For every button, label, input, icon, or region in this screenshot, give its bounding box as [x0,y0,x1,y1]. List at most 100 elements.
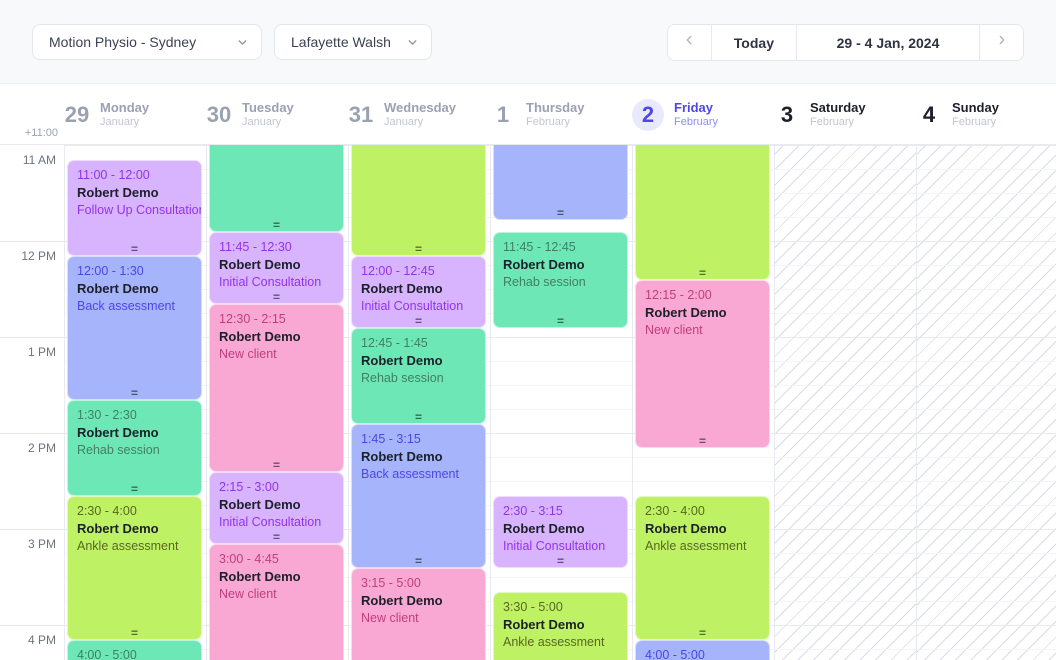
event-time: 3:30 - 5:00 [503,600,563,614]
event-resize-handle[interactable]: = [556,554,564,568]
event-resize-handle[interactable]: = [272,290,280,304]
event-description: New client [645,323,703,338]
practitioner-select-value: Lafayette Walsh [291,34,391,50]
quarter-hour-gridline [64,577,1056,578]
event-resize-handle[interactable]: = [698,626,706,640]
day-header-thursday[interactable]: 1 Thursday February [490,84,632,145]
event-resize-handle[interactable]: = [272,458,280,472]
event-resize-handle[interactable]: = [414,314,422,328]
calendar-event[interactable]: = [493,145,628,220]
event-time: 12:00 - 12:45 [361,264,435,278]
event-description: Rehab session [77,443,160,458]
event-client-name: Robert Demo [219,256,301,272]
calendar-event[interactable]: 1:45 - 3:15 Robert Demo Back assessment = [351,424,486,568]
calendar-event[interactable]: 12:00 - 1:30 Robert Demo Back assessment = [67,256,202,400]
hour-label: 3 PM [27,537,56,551]
event-client-name: Robert Demo [361,448,443,464]
event-resize-handle[interactable]: = [272,530,280,544]
day-column-saturday[interactable] [774,145,916,660]
event-client-name: Robert Demo [77,184,159,200]
day-header-friday[interactable]: 2 Friday February [632,84,774,145]
event-resize-handle[interactable]: = [130,626,138,640]
event-time: 2:30 - 4:00 [645,504,705,518]
calendar-event[interactable]: 12:15 - 2:00 Robert Demo New client = [635,280,770,448]
event-client-name: Robert Demo [219,568,301,584]
day-column-sunday[interactable] [916,145,1056,660]
clinic-select[interactable]: Motion Physio - Sydney [32,24,262,60]
day-name: Thursday [526,99,585,115]
event-client-name: Robert Demo [361,280,443,296]
day-columns: 11:00 - 12:00 Robert Demo Follow Up Consul… [64,145,1056,660]
previous-week-button[interactable] [667,25,711,60]
event-client-name: Robert Demo [645,304,727,320]
event-resize-handle[interactable]: = [414,410,422,424]
event-description: New client [361,611,419,626]
event-resize-handle[interactable]: = [414,554,422,568]
day-number: 31 [348,101,374,127]
event-resize-handle[interactable]: = [556,206,564,220]
calendar-event[interactable]: 2:30 - 4:00 Robert Demo Ankle assessment = [635,496,770,640]
event-description: Ankle assessment [645,539,747,554]
event-description: Rehab session [361,371,444,386]
event-resize-handle[interactable]: = [698,434,706,448]
practitioner-select[interactable]: Lafayette Walsh [274,24,432,60]
event-resize-handle[interactable]: = [130,242,138,256]
day-month: January [100,115,140,128]
event-description: Ankle assessment [77,539,179,554]
calendar-event[interactable]: 11:00 - 12:00 Robert Demo Follow Up Consul… [67,160,202,256]
next-week-button[interactable] [980,25,1023,60]
event-client-name: Robert Demo [361,352,443,368]
clinic-select-value: Motion Physio - Sydney [49,34,197,50]
event-resize-handle[interactable]: = [556,314,564,328]
hour-label: 2 PM [27,441,56,455]
date-navigation: Today 29 - 4 Jan, 2024 [666,24,1024,61]
event-resize-handle[interactable]: = [272,218,280,232]
calendar-event[interactable]: 1:30 - 2:30 Robert Demo Rehab session = [67,400,202,496]
day-header-monday[interactable]: 29 Monday January [64,84,206,145]
day-month: January [384,115,424,128]
day-header-saturday[interactable]: 3 Saturday February [774,84,916,145]
day-month: February [674,115,719,128]
calendar-event[interactable]: 12:00 - 12:45 Robert Demo Initial Consulta… [351,256,486,328]
day-column-thursday[interactable] [490,145,632,660]
event-description: Initial Consultation [219,515,322,530]
event-time: 2:30 - 4:00 [77,504,137,518]
event-client-name: Robert Demo [77,280,159,296]
column-divider [490,145,491,660]
calendar-event[interactable]: 11:45 - 12:30 Robert Demo Initial Consulta… [209,232,344,304]
calendar-event[interactable]: 11:45 - 12:45 Robert Demo Rehab session = [493,232,628,328]
gutter-hour-divider [0,529,64,530]
day-header-wednesday[interactable]: 31 Wednesday January [348,84,490,145]
date-range-label[interactable]: 29 - 4 Jan, 2024 [797,25,980,60]
calendar-event[interactable]: 2:30 - 3:15 Robert Demo Initial Consultati… [493,496,628,568]
day-header-sunday[interactable]: 4 Sunday February [916,84,1056,145]
event-resize-handle[interactable]: = [414,242,422,256]
event-resize-handle[interactable]: = [130,482,138,496]
event-time: 2:30 - 3:15 [503,504,563,518]
calendar-event[interactable]: 2:15 - 3:00 Robert Demo Initial Consultati… [209,472,344,544]
calendar-event[interactable]: 12:45 - 1:45 Robert Demo Rehab session = [351,328,486,424]
gutter-hour-divider [0,625,64,626]
day-month: January [242,115,282,128]
day-meta: Friday February [674,100,719,129]
calendar-event[interactable]: Ankle assessment= [351,145,486,256]
calendar-event[interactable]: 12:30 - 2:15 Robert Demo New client = [209,304,344,472]
day-month: February [952,115,997,128]
day-header-tuesday[interactable]: 30 Tuesday January [206,84,348,145]
day-meta: Sunday February [952,100,999,129]
hour-label: 11 AM [22,153,56,167]
calendar-event[interactable]: 2:30 - 4:00 Robert Demo Ankle assessment = [67,496,202,640]
chevron-down-icon [222,36,249,49]
event-resize-handle[interactable]: = [130,386,138,400]
gutter-hour-divider [0,337,64,338]
event-client-name: Robert Demo [219,328,301,344]
today-button[interactable]: Today [710,25,797,60]
event-resize-handle[interactable]: = [698,266,706,280]
